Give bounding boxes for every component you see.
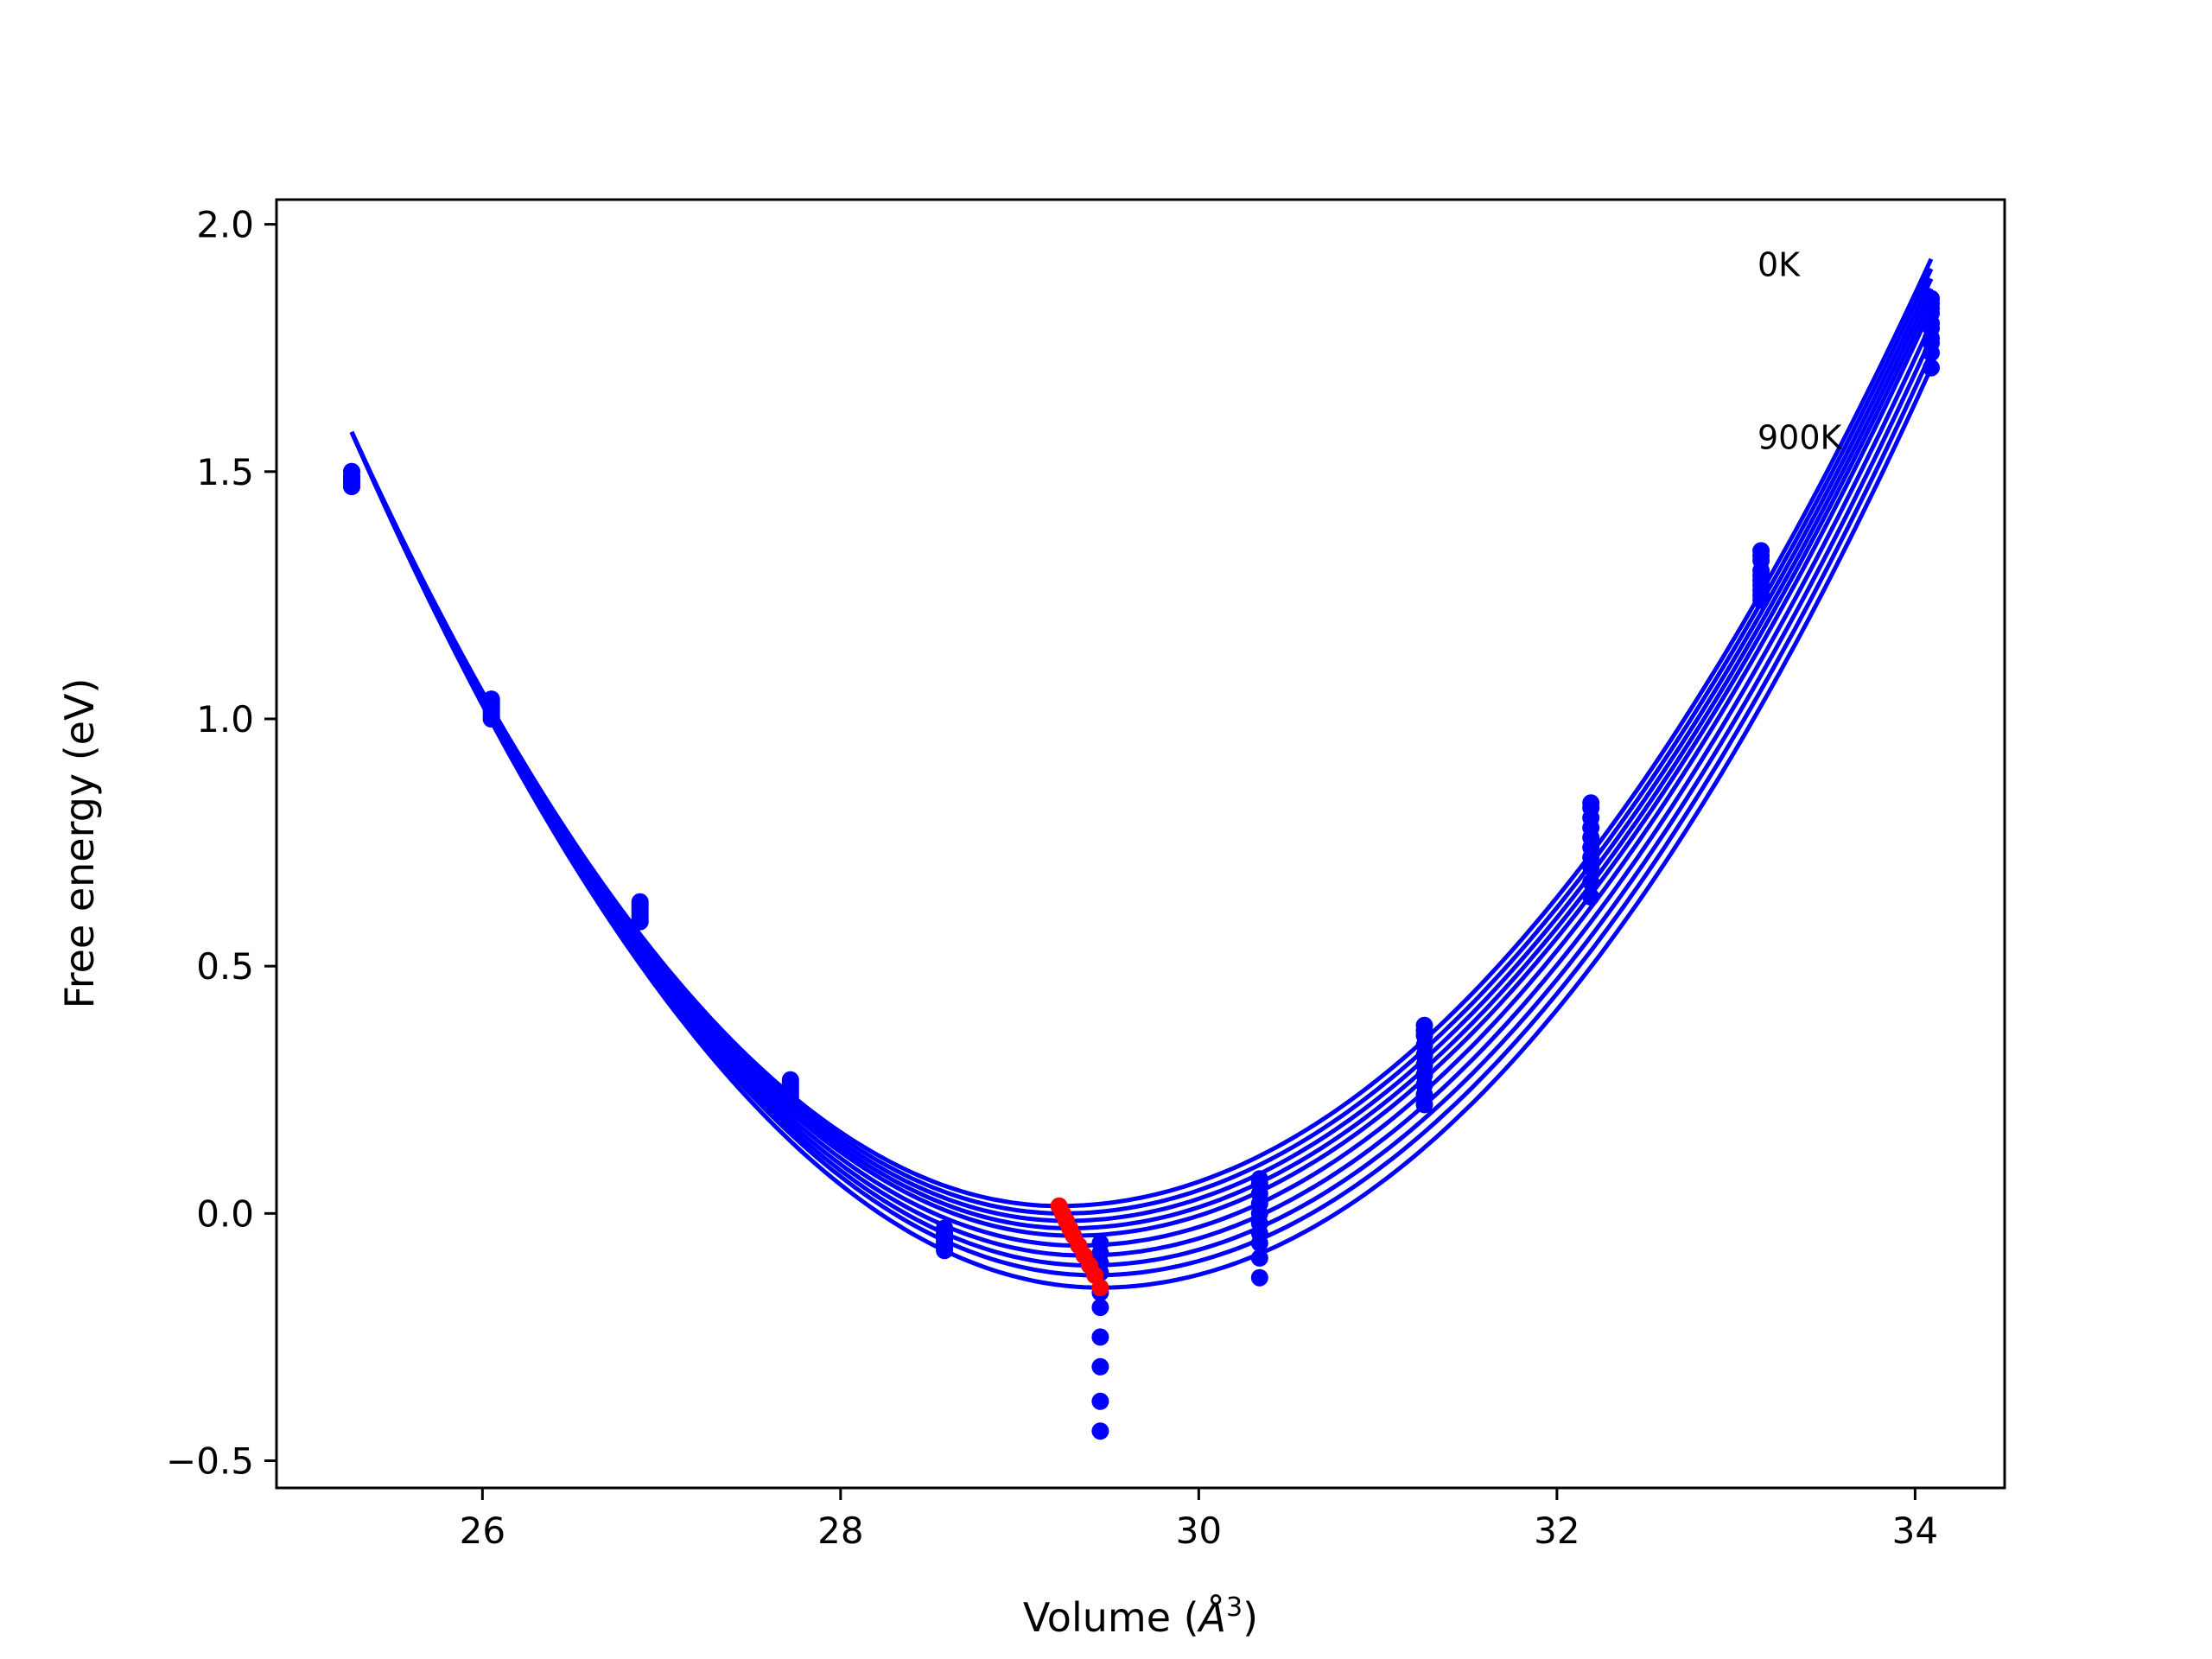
data-point: [1091, 1422, 1109, 1440]
x-axis-label: Volume (Å3): [1023, 1592, 1258, 1641]
data-point: [1582, 858, 1600, 876]
data-point: [1752, 591, 1770, 609]
x-tick-label: 34: [1892, 1510, 1938, 1552]
annotations: 0K 900K: [1758, 245, 1843, 456]
data-point: [343, 478, 360, 495]
y-tick-label: 1.0: [196, 698, 254, 741]
annotation-label: 900K: [1758, 419, 1843, 457]
data-point: [1091, 1234, 1109, 1252]
data-point: [1250, 1234, 1268, 1252]
x-tick-label: 32: [1534, 1510, 1580, 1552]
data-point: [1923, 344, 1940, 362]
data-point: [1250, 1249, 1268, 1267]
y-tick-label: −0.5: [166, 1440, 254, 1483]
data-point: [1091, 1392, 1109, 1410]
data-points: [343, 289, 1940, 1440]
data-point: [1091, 1357, 1109, 1376]
data-point: [631, 912, 649, 931]
data-point: [482, 710, 500, 728]
data-point: [1091, 1299, 1109, 1317]
x-tick-label: 26: [460, 1510, 505, 1552]
annotation-label: 0K: [1758, 245, 1801, 283]
data-point: [781, 1096, 799, 1114]
plot-frame: [275, 198, 2006, 1490]
fit-curves: [349, 257, 1934, 1290]
minima-points: [1050, 1197, 1109, 1297]
x-tick-label: 30: [1176, 1510, 1222, 1552]
data-point: [1250, 1268, 1268, 1287]
x-axis-ticks: 26 28 30 32 34: [460, 1488, 1938, 1552]
y-axis-label: Free energy (eV): [56, 678, 103, 1009]
data-point: [1582, 888, 1600, 906]
data-point: [1923, 359, 1940, 377]
y-tick-label: 2.0: [196, 204, 254, 246]
y-tick-label: 1.5: [196, 451, 254, 493]
data-point: [1415, 1096, 1433, 1114]
y-axis-ticks: −0.5 0.0 0.5 1.0 1.5 2.0: [166, 204, 276, 1483]
x-tick-label: 28: [817, 1510, 863, 1552]
y-tick-label: 0.5: [196, 945, 254, 988]
minimum-point: [1091, 1279, 1109, 1297]
data-point: [1582, 873, 1600, 891]
fit-curve-900K: [349, 366, 1934, 1290]
data-point: [1091, 1328, 1109, 1346]
y-tick-label: 0.0: [196, 1192, 254, 1235]
fit-curve-800K: [349, 352, 1934, 1278]
data-point: [936, 1242, 954, 1260]
